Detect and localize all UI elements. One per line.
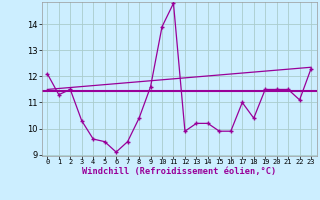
X-axis label: Windchill (Refroidissement éolien,°C): Windchill (Refroidissement éolien,°C) <box>82 167 276 176</box>
